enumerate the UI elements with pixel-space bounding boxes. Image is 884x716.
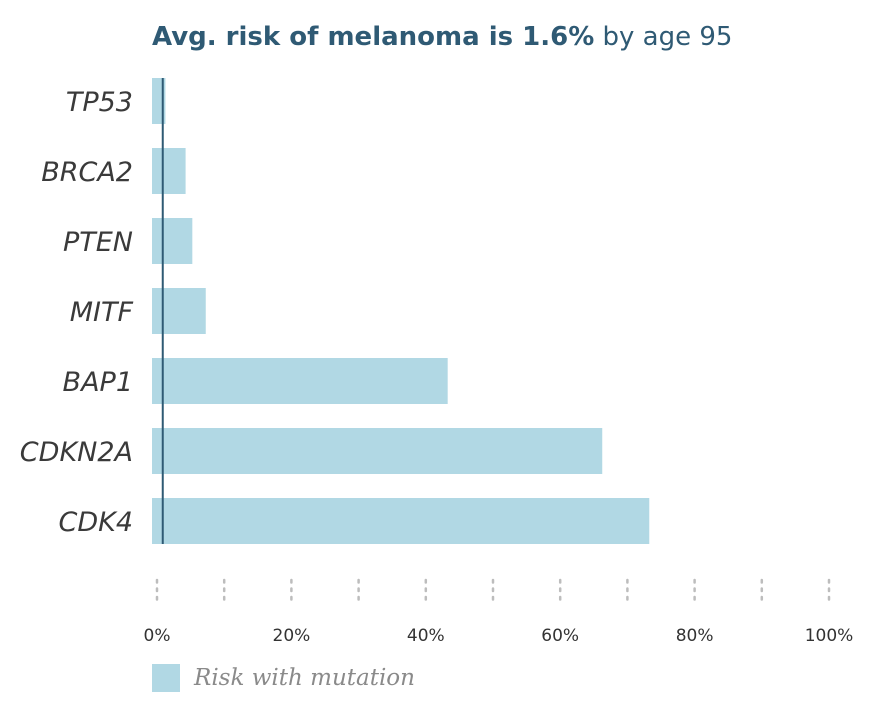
legend-swatch <box>152 664 180 692</box>
x-tick-label-0: 0% <box>144 626 171 646</box>
bar-mitf <box>152 288 206 334</box>
grid-dots <box>155 578 831 606</box>
x-tick-labels: 0% 20% 40% 60% 80% 100% <box>144 626 854 646</box>
category-label-cdk4: CDK4 <box>58 507 133 538</box>
category-label-brca2: BRCA2 <box>41 157 133 188</box>
category-label-pten: PTEN <box>63 227 133 258</box>
category-labels: TP53 BRCA2 PTEN MITF BAP1 CDKN2A CDK4 <box>20 87 134 538</box>
category-label-cdkn2a: CDKN2A <box>20 437 133 468</box>
bar-cdkn2a <box>152 428 603 474</box>
x-tick-label-80: 80% <box>676 626 714 646</box>
x-tick-label-60: 60% <box>541 626 579 646</box>
bars <box>152 78 650 544</box>
chart-title: Avg. risk of melanoma is 1.6% by age 95 <box>152 22 732 52</box>
category-label-mitf: MITF <box>70 297 134 328</box>
x-tick-label-100: 100% <box>805 626 854 646</box>
chart-title-bold: Avg. risk of melanoma is 1.6% <box>152 22 595 52</box>
bar-brca2 <box>152 148 186 194</box>
legend-label: Risk with mutation <box>194 665 415 691</box>
legend: Risk with mutation <box>152 664 415 692</box>
category-label-tp53: TP53 <box>66 87 133 118</box>
x-tick-label-20: 20% <box>273 626 311 646</box>
x-tick-label-40: 40% <box>407 626 445 646</box>
bar-cdk4 <box>152 498 650 544</box>
chart-title-rest: by age 95 <box>594 22 733 52</box>
bar-pten <box>152 218 193 264</box>
category-label-bap1: BAP1 <box>63 367 133 398</box>
bar-bap1 <box>152 358 448 404</box>
